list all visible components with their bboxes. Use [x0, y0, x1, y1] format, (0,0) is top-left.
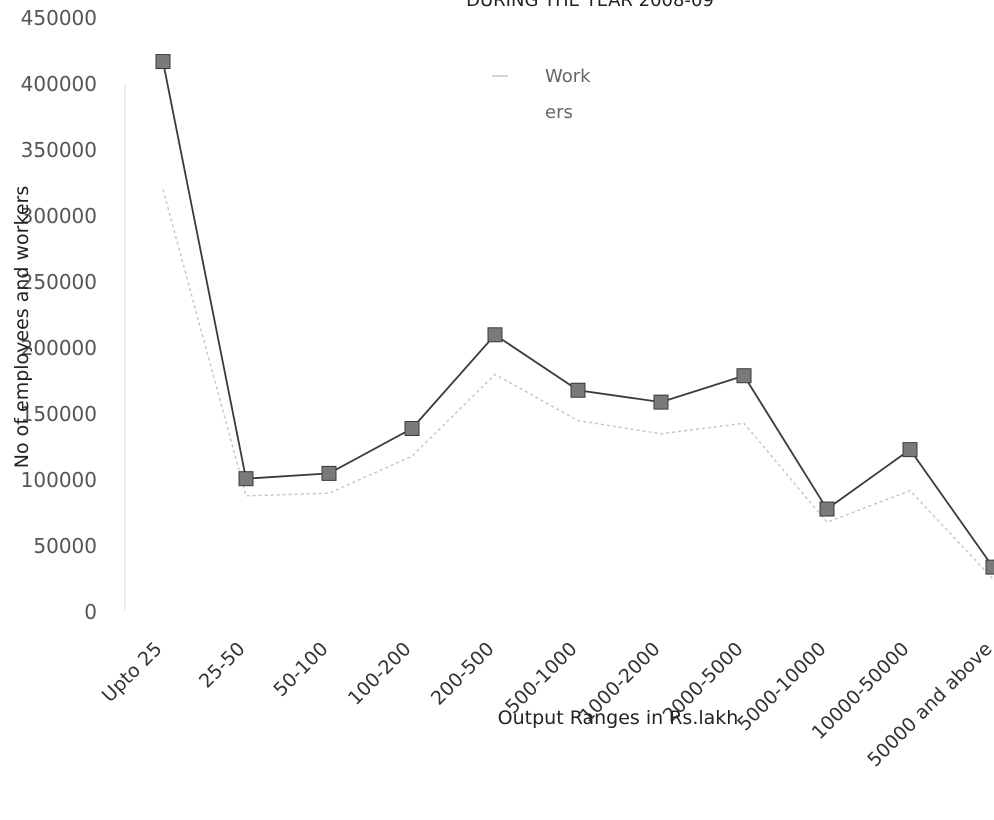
series-point: [736, 368, 752, 384]
y-tick-label: 100000: [21, 468, 97, 492]
y-tick-label: 150000: [21, 402, 97, 426]
y-tick-label: 200000: [21, 336, 97, 360]
series-point: [819, 501, 835, 517]
series-point: [985, 559, 994, 575]
x-tick-label: 25-50: [195, 638, 250, 693]
x-axis-title: Output Ranges in Rs.lakh: [498, 707, 739, 729]
chart-title: DURING THE YEAR 2008-09: [466, 0, 714, 11]
y-tick-label: 250000: [21, 270, 97, 294]
y-tick-label: 400000: [21, 72, 97, 96]
y-axis-title: No of employees and workers: [11, 186, 33, 468]
y-tick-label: 50000: [33, 534, 97, 558]
series-point: [653, 394, 669, 410]
y-tick-label: 450000: [21, 6, 97, 30]
series-point: [902, 442, 918, 458]
series-point: [321, 465, 337, 481]
legend-label-line-2: ers: [545, 102, 573, 123]
x-tick-label: 50-100: [269, 638, 332, 701]
plot-area: [155, 54, 994, 580]
y-axis: 0 50000 100000 150000 200000 250000 300000 3500…: [21, 6, 97, 624]
x-tick-label: 200-500: [427, 638, 499, 710]
series-line: [162, 189, 994, 580]
series-line: [162, 61, 994, 568]
series-point: [404, 421, 420, 437]
series-point: [487, 327, 503, 343]
y-tick-label: 0: [84, 600, 97, 624]
series-point: [238, 471, 254, 487]
y-tick-label: 300000: [21, 204, 97, 228]
x-axis: Upto 25 25-50 50-100 100-200 200-500 500-1000…: [98, 638, 994, 771]
series-point: [155, 54, 171, 70]
x-tick-label: Upto 25: [98, 638, 167, 707]
series-point: [570, 382, 586, 398]
x-tick-label: 100-200: [344, 638, 416, 710]
legend-label-line-1: Work: [545, 66, 591, 87]
y-tick-label: 350000: [21, 138, 97, 162]
legend: Work ers: [492, 66, 591, 123]
